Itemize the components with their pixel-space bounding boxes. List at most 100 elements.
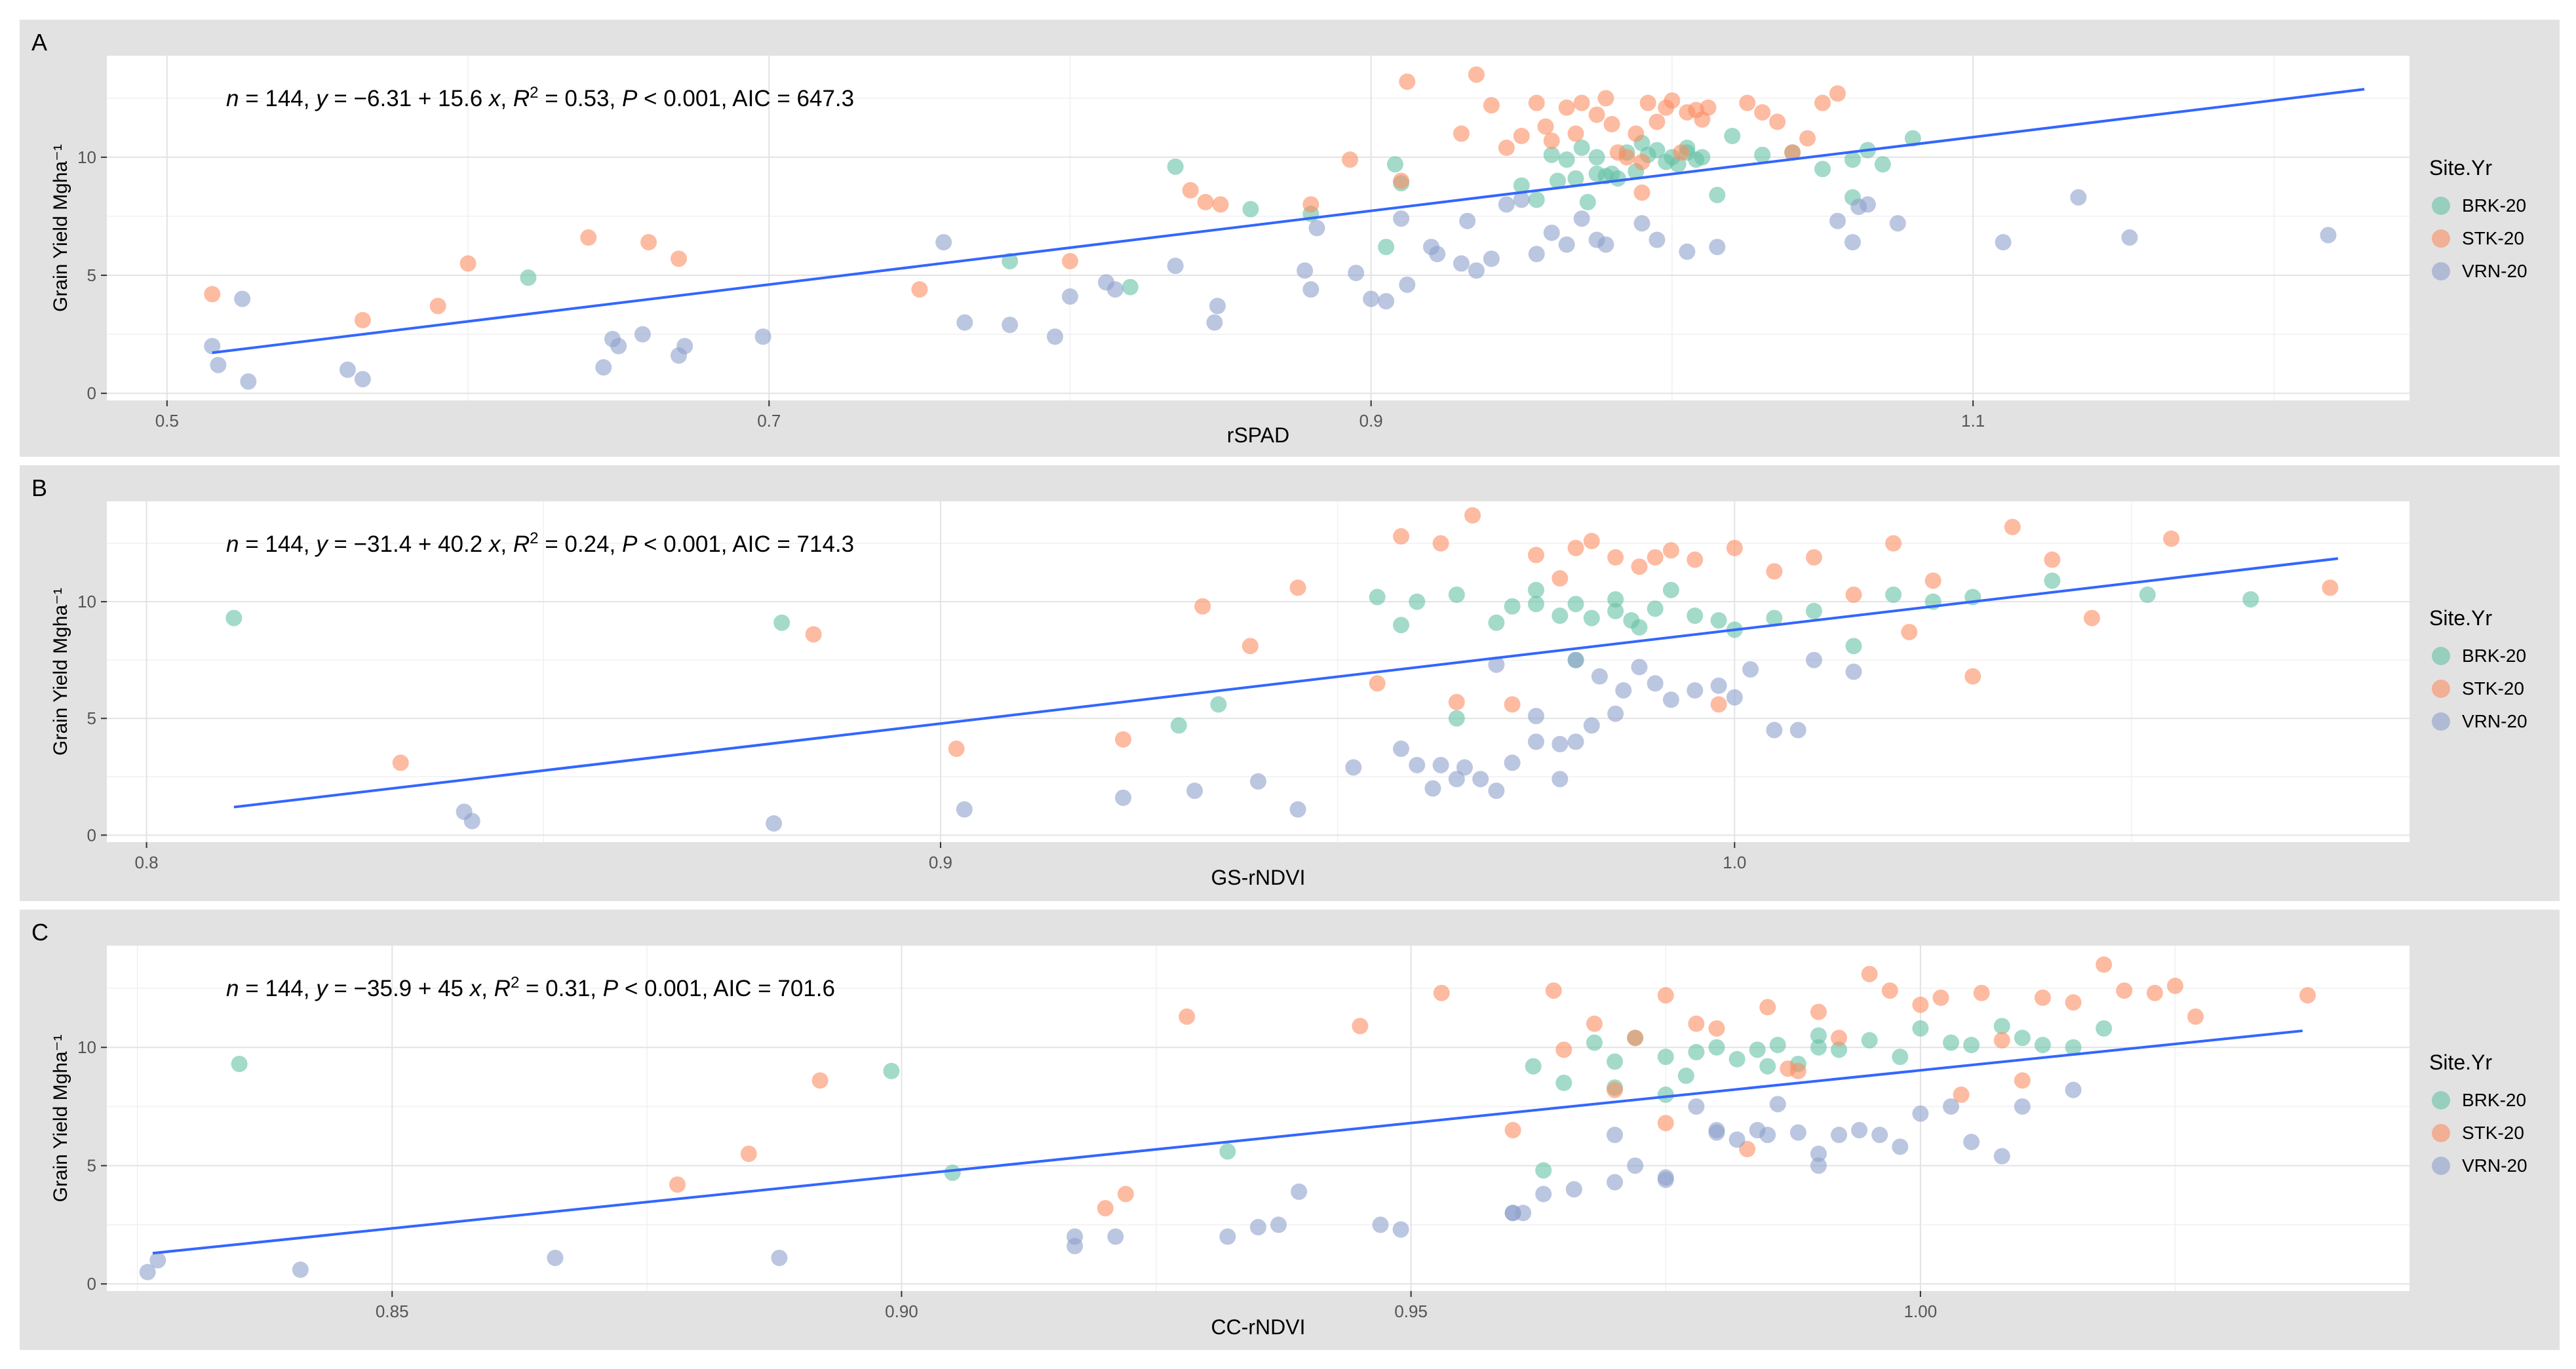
data-point	[149, 1252, 166, 1269]
data-point	[2044, 551, 2061, 568]
data-point	[1639, 94, 1656, 111]
data-point	[1378, 239, 1395, 256]
x-tick-label: 0.8	[134, 853, 158, 872]
data-point	[1607, 1174, 1624, 1191]
legend-item-vrn: VRN-20	[2429, 705, 2527, 738]
data-point	[1871, 1127, 1888, 1144]
regression-line	[152, 1029, 2303, 1255]
data-point	[1677, 1068, 1694, 1085]
data-point	[956, 801, 973, 818]
data-point	[1448, 771, 1465, 788]
data-point	[2166, 977, 2183, 994]
data-point	[1448, 710, 1465, 727]
data-point	[1372, 1216, 1389, 1233]
data-point	[1766, 722, 1783, 739]
data-point	[2014, 1030, 2031, 1047]
data-point	[1567, 596, 1584, 613]
data-point	[2096, 1020, 2113, 1037]
data-point	[2070, 189, 2087, 206]
y-tick-label: 10	[77, 147, 96, 167]
data-point	[1107, 1228, 1124, 1245]
data-point	[911, 281, 928, 298]
legend-item-stk: STK-20	[2429, 222, 2527, 255]
data-point	[1456, 759, 1473, 776]
data-point	[1694, 149, 1711, 166]
data-point	[1504, 1122, 1521, 1139]
x-tick-label: 1.00	[1904, 1302, 1938, 1321]
data-point	[392, 754, 409, 771]
data-point	[1649, 231, 1666, 248]
data-point	[1831, 1041, 1848, 1058]
x-tick-label: 0.7	[757, 411, 781, 431]
data-point	[231, 1055, 248, 1072]
data-point	[1805, 549, 1822, 566]
data-point	[1348, 264, 1365, 281]
data-point	[1932, 989, 1949, 1006]
data-point	[1197, 193, 1214, 210]
y-tick-label: 0	[87, 1274, 96, 1294]
data-point	[1549, 172, 1566, 189]
data-point	[1607, 705, 1624, 722]
data-point	[1289, 579, 1306, 596]
data-point	[1393, 617, 1410, 634]
legend-title: Site.Yr	[2429, 1051, 2493, 1074]
data-point	[1728, 1051, 1746, 1068]
data-point	[1061, 288, 1078, 305]
data-point	[1558, 99, 1575, 116]
data-point	[740, 1146, 757, 1163]
data-point	[1409, 593, 1426, 610]
data-point	[1528, 191, 1545, 208]
legend-label: BRK-20	[2462, 646, 2527, 666]
data-point	[2065, 1039, 2082, 1056]
data-point	[1851, 1122, 1868, 1139]
data-point	[1759, 1058, 1776, 1075]
data-point	[1844, 234, 1861, 251]
data-point	[1399, 73, 1416, 90]
data-point	[1535, 1186, 1552, 1203]
data-point	[1759, 999, 1776, 1016]
data-point	[1392, 1221, 1409, 1238]
x-axis-label: GS-rNDVI	[1211, 866, 1306, 889]
data-point	[1943, 1098, 1960, 1115]
data-point	[1953, 1086, 1970, 1103]
data-point	[1662, 581, 1679, 598]
data-point	[1647, 549, 1664, 566]
data-point	[1618, 149, 1635, 166]
data-point	[2242, 591, 2259, 608]
data-point	[1709, 239, 1726, 256]
data-point	[1167, 258, 1184, 275]
data-point	[1393, 210, 1410, 227]
data-point	[2014, 1072, 2031, 1089]
data-point	[1543, 132, 1560, 149]
legend: Site.Yr BRK-20 STK-20 VRN-20	[2429, 156, 2527, 288]
y-tick-label: 5	[87, 1156, 96, 1176]
data-point	[640, 234, 657, 251]
data-point	[1504, 696, 1521, 713]
data-point	[1242, 201, 1259, 218]
data-point	[805, 626, 822, 643]
data-point	[883, 1062, 900, 1079]
data-point	[1687, 682, 1704, 699]
data-point	[2139, 586, 2156, 603]
data-point	[1597, 90, 1614, 107]
data-point	[1179, 1008, 1196, 1025]
data-point	[1845, 663, 1862, 680]
regression-annotation: n = 144, y = −31.4 + 40.2 x, R2 = 0.24, …	[226, 530, 854, 558]
data-point	[1513, 127, 1530, 144]
data-point	[1973, 984, 1990, 1001]
data-point	[1527, 581, 1544, 598]
data-point	[1708, 1039, 1725, 1056]
y-axis-label: Grain Yield Mgha⁻¹	[50, 1035, 71, 1203]
data-point	[1647, 675, 1664, 692]
y-axis-label: Grain Yield Mgha⁻¹	[50, 144, 71, 312]
data-point	[1342, 151, 1359, 168]
data-point	[1759, 1127, 1776, 1144]
legend-label: STK-20	[2462, 228, 2524, 248]
legend-item-vrn: VRN-20	[2429, 1149, 2527, 1182]
data-point	[671, 250, 688, 267]
legend-label: STK-20	[2462, 678, 2524, 699]
data-point	[1345, 759, 1362, 776]
data-point	[1567, 651, 1584, 668]
data-point	[1993, 1018, 2010, 1035]
data-point	[1061, 252, 1078, 269]
